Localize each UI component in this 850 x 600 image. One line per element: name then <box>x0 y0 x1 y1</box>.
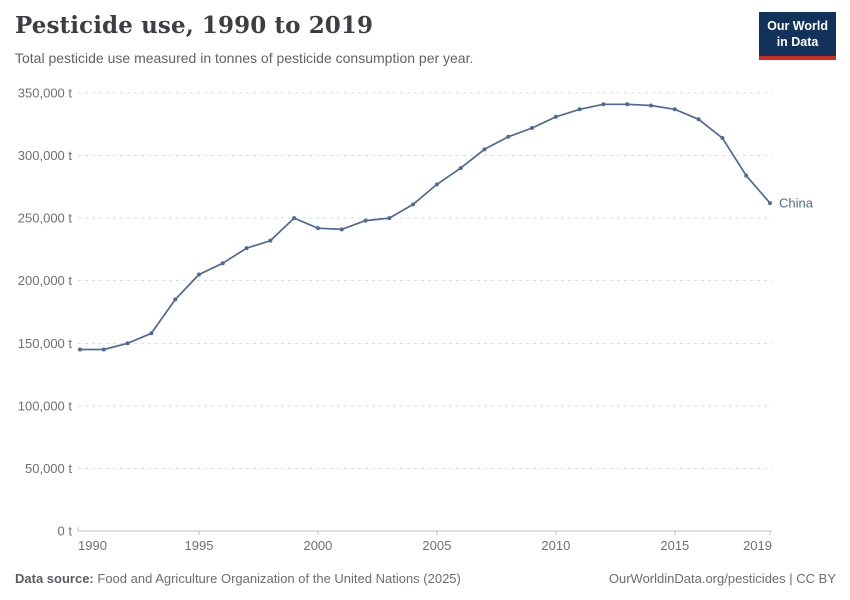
data-point-1990[interactable] <box>78 347 82 352</box>
data-point-2007[interactable] <box>482 147 487 152</box>
x-tick-label: 2010 <box>541 538 570 553</box>
data-point-2004[interactable] <box>411 202 416 207</box>
series-label-china[interactable]: China <box>779 196 814 211</box>
x-tick-label: 1990 <box>78 538 107 553</box>
data-point-1996[interactable] <box>220 261 225 266</box>
data-source: Data source: Food and Agriculture Organi… <box>15 571 461 586</box>
data-point-1993[interactable] <box>149 331 154 336</box>
data-point-2013[interactable] <box>625 102 630 107</box>
y-tick-label: 0 t <box>58 524 73 539</box>
data-point-1997[interactable] <box>244 246 249 251</box>
x-tick-label: 2019 <box>743 538 772 553</box>
data-point-2008[interactable] <box>506 134 511 139</box>
data-point-2012[interactable] <box>601 102 606 107</box>
credit-link[interactable]: OurWorldinData.org/pesticides | CC BY <box>608 571 836 586</box>
data-point-2001[interactable] <box>339 227 344 232</box>
data-point-2006[interactable] <box>458 166 463 171</box>
data-point-2014[interactable] <box>649 103 654 108</box>
data-point-1998[interactable] <box>268 238 273 243</box>
y-tick-label: 50,000 t <box>25 461 72 476</box>
data-source-label: Data source: <box>15 571 94 586</box>
y-tick-label: 200,000 t <box>18 273 73 288</box>
data-point-2016[interactable] <box>696 117 701 122</box>
owid-logo-line2: in Data <box>776 35 819 50</box>
y-tick-label: 150,000 t <box>18 336 73 351</box>
data-source-text: Food and Agriculture Organization of the… <box>97 571 461 586</box>
data-point-2011[interactable] <box>577 107 582 112</box>
data-point-1995[interactable] <box>196 272 201 277</box>
data-point-1999[interactable] <box>292 216 297 221</box>
data-point-2015[interactable] <box>672 107 677 112</box>
data-point-2000[interactable] <box>315 226 320 231</box>
x-tick-label: 2015 <box>660 538 689 553</box>
chart-subtitle: Total pesticide use measured in tonnes o… <box>15 49 474 66</box>
y-tick-label: 300,000 t <box>18 148 73 163</box>
data-point-2019[interactable] <box>768 201 772 206</box>
owid-logo-line1: Our World <box>767 19 828 33</box>
y-tick-label: 100,000 t <box>18 398 73 413</box>
data-point-2009[interactable] <box>530 126 535 131</box>
x-tick-label: 2000 <box>303 538 332 553</box>
chart-title: Pesticide use, 1990 to 2019 <box>15 12 374 39</box>
data-point-2018[interactable] <box>744 173 749 178</box>
y-tick-label: 250,000 t <box>18 211 73 226</box>
data-point-1992[interactable] <box>125 341 130 346</box>
data-point-2002[interactable] <box>363 218 368 223</box>
data-point-1991[interactable] <box>101 347 106 352</box>
data-point-2003[interactable] <box>387 216 392 221</box>
data-point-1994[interactable] <box>173 297 178 302</box>
data-point-2005[interactable] <box>434 182 439 187</box>
series-line-china[interactable] <box>79 103 771 351</box>
y-tick-label: 350,000 t <box>18 86 73 101</box>
data-point-2010[interactable] <box>553 114 558 119</box>
chart-footer: Data source: Food and Agriculture Organi… <box>15 571 836 586</box>
chart-header: Pesticide use, 1990 to 2019 Total pestic… <box>15 12 836 67</box>
owid-logo: Our World in Data <box>759 12 836 60</box>
x-tick-label: 1995 <box>185 538 214 553</box>
data-point-2017[interactable] <box>720 136 725 141</box>
x-tick-label: 2005 <box>422 538 451 553</box>
